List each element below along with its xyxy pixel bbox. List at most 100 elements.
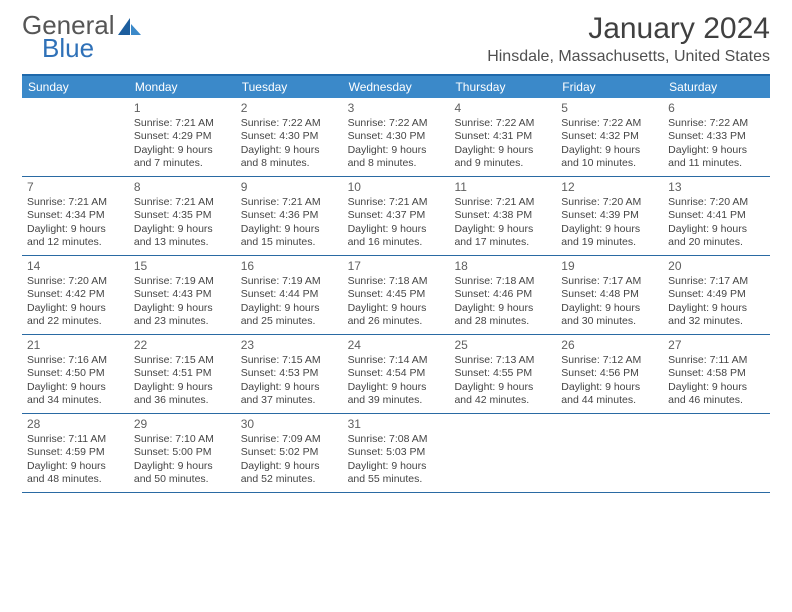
day-number: 6	[668, 101, 765, 115]
day-number: 20	[668, 259, 765, 273]
day-info: Sunrise: 7:19 AMSunset: 4:44 PMDaylight:…	[241, 275, 338, 329]
day-cell: 12Sunrise: 7:20 AMSunset: 4:39 PMDayligh…	[556, 177, 663, 255]
day-info: Sunrise: 7:21 AMSunset: 4:38 PMDaylight:…	[454, 196, 551, 250]
day-number: 7	[27, 180, 124, 194]
calendar: Sunday Monday Tuesday Wednesday Thursday…	[22, 74, 770, 493]
week-row: 14Sunrise: 7:20 AMSunset: 4:42 PMDayligh…	[22, 256, 770, 335]
day-info: Sunrise: 7:21 AMSunset: 4:35 PMDaylight:…	[134, 196, 231, 250]
day-number: 12	[561, 180, 658, 194]
sail-icon	[118, 18, 142, 36]
day-info: Sunrise: 7:21 AMSunset: 4:37 PMDaylight:…	[348, 196, 445, 250]
day-cell	[449, 414, 556, 492]
dow-fri: Friday	[556, 76, 663, 98]
brand-part2: Blue	[42, 35, 142, 62]
day-number: 23	[241, 338, 338, 352]
day-info: Sunrise: 7:10 AMSunset: 5:00 PMDaylight:…	[134, 433, 231, 487]
day-number: 31	[348, 417, 445, 431]
day-number: 11	[454, 180, 551, 194]
day-info: Sunrise: 7:11 AMSunset: 4:58 PMDaylight:…	[668, 354, 765, 408]
day-cell: 1 Sunrise: 7:21 AMSunset: 4:29 PMDaylight…	[129, 98, 236, 176]
month-title: January 2024	[487, 12, 770, 46]
day-number: 3	[348, 101, 445, 115]
week-row: 7Sunrise: 7:21 AMSunset: 4:34 PMDaylight…	[22, 177, 770, 256]
day-cell: 31 Sunrise: 7:08 AMSunset: 5:03 PMDayligh…	[343, 414, 450, 492]
day-number: 25	[454, 338, 551, 352]
day-cell: 25Sunrise: 7:13 AMSunset: 4:55 PMDayligh…	[449, 335, 556, 413]
day-cell: 21 Sunrise: 7:16 AMSunset: 4:50 PMDayligh…	[22, 335, 129, 413]
day-info: Sunrise: 7:21 AMSunset: 4:36 PMDaylight:…	[241, 196, 338, 250]
day-info: Sunrise: 7:15 AMSunset: 4:51 PMDaylight:…	[134, 354, 231, 408]
day-number: 13	[668, 180, 765, 194]
day-cell: 3 Sunrise: 7:22 AMSunset: 4:30 PMDaylight…	[343, 98, 450, 176]
dow-sun: Sunday	[22, 76, 129, 98]
day-number: 29	[134, 417, 231, 431]
week-row: 21 Sunrise: 7:16 AMSunset: 4:50 PMDayligh…	[22, 335, 770, 414]
day-info: Sunrise: 7:18 AMSunset: 4:46 PMDaylight:…	[454, 275, 551, 329]
brand-logo: GeneralBlue	[22, 12, 142, 63]
day-cell: 29 Sunrise: 7:10 AMSunset: 5:00 PMDayligh…	[129, 414, 236, 492]
day-number: 27	[668, 338, 765, 352]
day-number: 14	[27, 259, 124, 273]
day-cell: 26 Sunrise: 7:12 AMSunset: 4:56 PMDayligh…	[556, 335, 663, 413]
day-of-week-row: Sunday Monday Tuesday Wednesday Thursday…	[22, 76, 770, 98]
day-info: Sunrise: 7:18 AMSunset: 4:45 PMDaylight:…	[348, 275, 445, 329]
location: Hinsdale, Massachusetts, United States	[487, 48, 770, 66]
day-number: 22	[134, 338, 231, 352]
day-info: Sunrise: 7:21 AMSunset: 4:29 PMDaylight:…	[134, 117, 231, 171]
day-info: Sunrise: 7:14 AMSunset: 4:54 PMDaylight:…	[348, 354, 445, 408]
week-row: 28Sunrise: 7:11 AMSunset: 4:59 PMDayligh…	[22, 414, 770, 493]
day-cell: 9 Sunrise: 7:21 AMSunset: 4:36 PMDaylight…	[236, 177, 343, 255]
day-cell: 17Sunrise: 7:18 AMSunset: 4:45 PMDayligh…	[343, 256, 450, 334]
day-cell: 6 Sunrise: 7:22 AMSunset: 4:33 PMDaylight…	[663, 98, 770, 176]
day-cell: 16 Sunrise: 7:19 AMSunset: 4:44 PMDayligh…	[236, 256, 343, 334]
day-cell: 18 Sunrise: 7:18 AMSunset: 4:46 PMDayligh…	[449, 256, 556, 334]
day-cell: 15Sunrise: 7:19 AMSunset: 4:43 PMDayligh…	[129, 256, 236, 334]
day-info: Sunrise: 7:12 AMSunset: 4:56 PMDaylight:…	[561, 354, 658, 408]
day-cell: 7Sunrise: 7:21 AMSunset: 4:34 PMDaylight…	[22, 177, 129, 255]
day-cell: 22 Sunrise: 7:15 AMSunset: 4:51 PMDayligh…	[129, 335, 236, 413]
day-cell	[663, 414, 770, 492]
day-info: Sunrise: 7:22 AMSunset: 4:30 PMDaylight:…	[241, 117, 338, 171]
day-cell: 5Sunrise: 7:22 AMSunset: 4:32 PMDaylight…	[556, 98, 663, 176]
day-cell	[556, 414, 663, 492]
day-cell: 24 Sunrise: 7:14 AMSunset: 4:54 PMDayligh…	[343, 335, 450, 413]
day-cell: 13Sunrise: 7:20 AMSunset: 4:41 PMDayligh…	[663, 177, 770, 255]
day-info: Sunrise: 7:22 AMSunset: 4:33 PMDaylight:…	[668, 117, 765, 171]
day-number: 5	[561, 101, 658, 115]
day-number: 24	[348, 338, 445, 352]
dow-sat: Saturday	[663, 76, 770, 98]
day-cell: 27 Sunrise: 7:11 AMSunset: 4:58 PMDayligh…	[663, 335, 770, 413]
day-cell: 28Sunrise: 7:11 AMSunset: 4:59 PMDayligh…	[22, 414, 129, 492]
day-info: Sunrise: 7:16 AMSunset: 4:50 PMDaylight:…	[27, 354, 124, 408]
day-number: 26	[561, 338, 658, 352]
day-cell: 4Sunrise: 7:22 AMSunset: 4:31 PMDaylight…	[449, 98, 556, 176]
day-cell: 30 Sunrise: 7:09 AMSunset: 5:02 PMDayligh…	[236, 414, 343, 492]
day-info: Sunrise: 7:09 AMSunset: 5:02 PMDaylight:…	[241, 433, 338, 487]
day-info: Sunrise: 7:22 AMSunset: 4:31 PMDaylight:…	[454, 117, 551, 171]
day-info: Sunrise: 7:19 AMSunset: 4:43 PMDaylight:…	[134, 275, 231, 329]
day-number: 28	[27, 417, 124, 431]
day-info: Sunrise: 7:08 AMSunset: 5:03 PMDaylight:…	[348, 433, 445, 487]
day-cell	[22, 98, 129, 176]
day-number: 18	[454, 259, 551, 273]
day-number: 21	[27, 338, 124, 352]
day-cell: 11 Sunrise: 7:21 AMSunset: 4:38 PMDayligh…	[449, 177, 556, 255]
day-cell: 8 Sunrise: 7:21 AMSunset: 4:35 PMDaylight…	[129, 177, 236, 255]
day-number: 30	[241, 417, 338, 431]
day-info: Sunrise: 7:17 AMSunset: 4:48 PMDaylight:…	[561, 275, 658, 329]
day-info: Sunrise: 7:17 AMSunset: 4:49 PMDaylight:…	[668, 275, 765, 329]
day-number: 8	[134, 180, 231, 194]
dow-mon: Monday	[129, 76, 236, 98]
title-block: January 2024 Hinsdale, Massachusetts, Uni…	[487, 12, 770, 66]
day-number: 9	[241, 180, 338, 194]
day-cell: 23Sunrise: 7:15 AMSunset: 4:53 PMDayligh…	[236, 335, 343, 413]
week-row: 1 Sunrise: 7:21 AMSunset: 4:29 PMDaylight…	[22, 98, 770, 177]
day-info: Sunrise: 7:22 AMSunset: 4:30 PMDaylight:…	[348, 117, 445, 171]
dow-wed: Wednesday	[343, 76, 450, 98]
day-number: 16	[241, 259, 338, 273]
header: GeneralBlue January 2024 Hinsdale, Massach…	[22, 12, 770, 66]
day-number: 1	[134, 101, 231, 115]
day-number: 10	[348, 180, 445, 194]
day-number: 2	[241, 101, 338, 115]
weeks-container: 1 Sunrise: 7:21 AMSunset: 4:29 PMDaylight…	[22, 98, 770, 493]
